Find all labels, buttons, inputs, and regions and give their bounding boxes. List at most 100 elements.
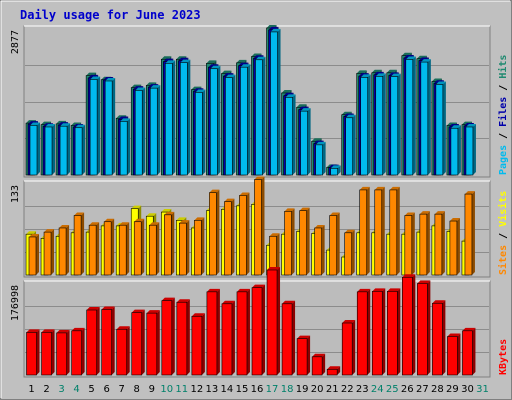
bar-top <box>329 212 340 216</box>
bar-kbytes-day-13 <box>206 288 220 376</box>
bar-face <box>176 301 188 376</box>
panel-bottom-series-label: KBytes <box>498 339 509 375</box>
bar-kbytes-day-6 <box>101 306 115 376</box>
bar-face <box>417 283 428 376</box>
bar-side <box>381 186 385 275</box>
bar-kbytes-day-20 <box>311 353 326 376</box>
bar-side <box>126 326 130 375</box>
bar-top <box>176 217 187 221</box>
bar-side <box>426 211 430 275</box>
bar-face <box>104 80 113 176</box>
bar-side <box>202 89 206 175</box>
bar-sites-day-14 <box>224 198 235 276</box>
bar-top <box>224 198 235 202</box>
bar-kbytes-day-28 <box>432 300 446 376</box>
x-tick-label-day-10: 10 <box>160 384 173 395</box>
bar-top <box>195 89 206 93</box>
bar-face <box>435 84 444 176</box>
x-tick-label-day-11: 11 <box>175 384 188 395</box>
bar-face <box>449 220 458 276</box>
bar-face <box>195 92 203 176</box>
bar-face <box>161 300 173 376</box>
bar-side <box>472 123 476 175</box>
bar-top <box>404 212 415 216</box>
bar-face <box>26 332 37 376</box>
bar-side <box>427 59 431 175</box>
bar-pages-day-13 <box>210 65 221 176</box>
bar-pages-day-23 <box>360 74 371 176</box>
bar-sites-day-6 <box>103 218 115 276</box>
bar-face <box>71 330 82 376</box>
bar-face <box>28 236 37 276</box>
bar-face <box>251 287 263 376</box>
bar-face <box>239 195 247 276</box>
bar-top <box>330 165 341 169</box>
bar-side <box>336 212 340 275</box>
bar-side <box>307 108 311 175</box>
bar-top <box>44 229 55 233</box>
bar-pages-day-15 <box>240 64 251 176</box>
bar-top <box>356 70 367 74</box>
series-label-part: Sites <box>497 245 509 275</box>
bar-side <box>81 327 85 375</box>
bar-top <box>344 229 355 233</box>
bar-face <box>240 66 248 176</box>
bar-side <box>187 59 191 175</box>
bar-face <box>447 336 458 376</box>
bar-side <box>292 300 296 375</box>
bar-pages-day-21 <box>330 165 341 176</box>
bar-face <box>344 232 352 276</box>
bar-top <box>300 108 311 112</box>
bar-pages-day-6 <box>104 77 116 176</box>
bar-face <box>41 332 52 376</box>
bar-side <box>367 74 371 175</box>
bar-kbytes-day-2 <box>41 329 55 376</box>
bar-face <box>374 189 383 276</box>
bar-face <box>359 189 368 276</box>
bar-side <box>82 124 86 175</box>
series-label-part: / <box>498 227 509 245</box>
bar-face <box>101 309 112 376</box>
bar-top <box>131 205 142 209</box>
bar-top <box>225 74 236 78</box>
panel-middle: 133 Sites / Visits <box>10 176 509 278</box>
panel-bottom-ymax-label: 176998 <box>10 285 21 321</box>
x-tick-label-day-7: 7 <box>119 384 125 395</box>
bar-top <box>179 220 190 224</box>
bar-side <box>307 335 311 375</box>
bar-top <box>75 124 86 128</box>
bar-sites-day-8 <box>133 218 145 276</box>
panels: 2877 Pages / Files / Hits 133 Sites / Visit… <box>10 25 509 378</box>
bar-top <box>86 72 97 76</box>
bar-top <box>327 366 341 370</box>
bar-pages-day-11 <box>180 59 191 176</box>
bar-sites-day-20 <box>314 224 325 276</box>
chart-title: Daily usage for June 2023 <box>20 8 201 22</box>
x-tick-label-day-2: 2 <box>43 384 49 395</box>
bar-face <box>134 90 143 176</box>
bar-top <box>296 104 307 108</box>
bar-top <box>71 327 85 331</box>
bar-face <box>402 276 413 376</box>
bar-pages-day-8 <box>134 87 146 176</box>
bar-top <box>119 222 130 226</box>
x-tick-label-day-18: 18 <box>281 384 294 395</box>
bar-pages-day-10 <box>164 60 176 176</box>
bar-kbytes-day-25 <box>386 288 401 376</box>
bar-face <box>270 31 278 176</box>
bar-top <box>194 217 205 221</box>
bar-kbytes-day-26 <box>402 274 416 376</box>
x-tick-label-day-9: 9 <box>149 384 155 395</box>
bar-side <box>112 77 116 175</box>
bar-top <box>210 65 221 69</box>
bar-top <box>74 212 85 216</box>
bar-side <box>97 76 101 175</box>
bar-side <box>261 176 265 275</box>
panel-top-series-label: Pages / Files / Hits <box>497 55 509 175</box>
bar-top <box>374 186 385 190</box>
bar-face <box>432 302 443 376</box>
bar-face <box>103 221 112 276</box>
bar-face <box>29 125 38 176</box>
bar-side <box>186 220 190 275</box>
